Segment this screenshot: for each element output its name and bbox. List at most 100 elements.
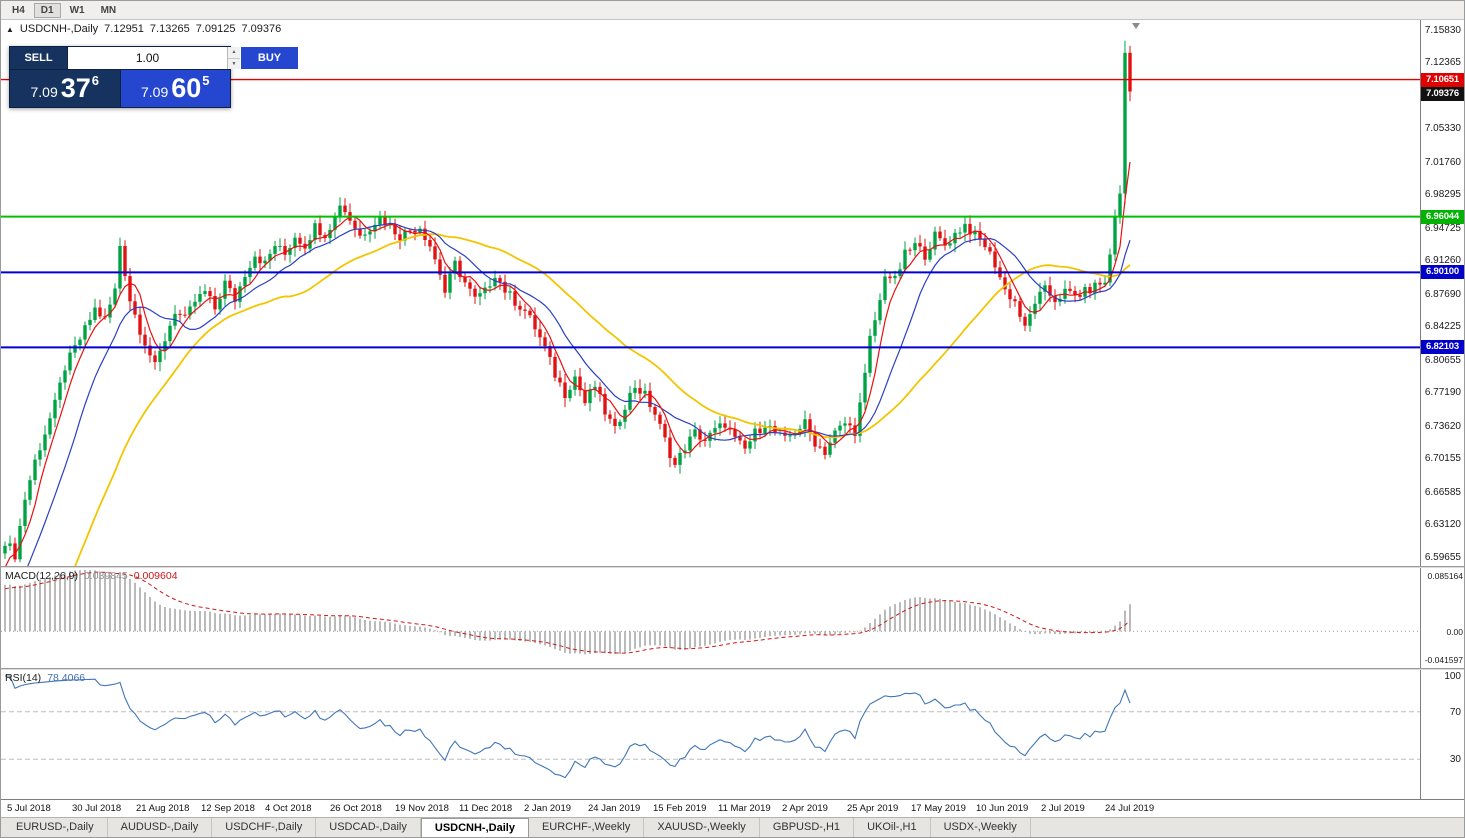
date-axis-label: 2 Jan 2019: [524, 803, 572, 814]
date-axis-label: 24 Jan 2019: [588, 803, 641, 814]
price-badge: 7.09376: [1421, 87, 1464, 101]
buy-button[interactable]: BUY: [241, 47, 298, 69]
rsi-value: 78.4066: [47, 672, 86, 684]
date-axis-label: 5 Jul 2018: [7, 803, 51, 814]
price-axis-label: 6.77190: [1424, 387, 1461, 398]
rsi-axis-label: 100: [1444, 671, 1461, 682]
macd-main-value: 0.039845: [83, 570, 128, 582]
macd-panel: MACD(12,26,9) 0.039845 0.009604: [1, 568, 1422, 668]
rsi-panel: RSI(14) 78.4066: [1, 670, 1422, 801]
macd-label: MACD(12,26,9) 0.039845 0.009604: [5, 570, 178, 582]
buy-price-button[interactable]: 7.09 60 5: [120, 70, 230, 107]
volume-control: ▲ ▼: [68, 47, 240, 69]
macd-axis-label: 0.085164: [1427, 571, 1463, 581]
date-axis-label: 25 Apr 2019: [847, 803, 899, 814]
timeframe-button-h4[interactable]: H4: [12, 4, 25, 16]
price-axis-label: 6.73620: [1424, 421, 1461, 432]
chart-tab-usdcad-daily[interactable]: USDCAD-,Daily: [316, 818, 421, 837]
chart-tab-gbpusd-h1[interactable]: GBPUSD-,H1: [760, 818, 855, 837]
sell-price-prefix: 7.09: [30, 84, 58, 100]
price-axis-label: 6.66585: [1424, 487, 1461, 498]
chart-tab-eurchf-weekly[interactable]: EURCHF-,Weekly: [529, 818, 645, 837]
date-axis-label: 12 Sep 2018: [201, 803, 255, 814]
date-axis-label: 2 Apr 2019: [782, 803, 828, 814]
buy-price-prefix: 7.09: [140, 84, 169, 100]
rsi-axis-label: 30: [1449, 754, 1461, 765]
macd-name: MACD(12,26,9): [5, 570, 78, 582]
chart-close-value: 7.09376: [241, 23, 282, 35]
price-badge: 6.82103: [1421, 340, 1464, 354]
chart-low-value: 7.09125: [195, 23, 236, 35]
chart-symbol-label: USDCNH-,Daily: [19, 23, 99, 35]
rsi-name: RSI(14): [5, 672, 42, 684]
macd-axis-label: -0.041597: [1424, 655, 1463, 665]
volume-input[interactable]: [68, 47, 227, 69]
date-axis-label: 19 Nov 2018: [395, 803, 449, 814]
volume-spinner: ▲ ▼: [227, 47, 240, 69]
price-badge: 6.90100: [1421, 265, 1464, 279]
collapse-arrow-icon[interactable]: ▲: [6, 24, 14, 34]
chart-tab-usdx-weekly[interactable]: USDX-,Weekly: [931, 818, 1031, 837]
chart-tab-bar: EURUSD-,Daily AUDUSD-,Daily USDCHF-,Daily U…: [1, 817, 1464, 837]
rsi-axis-label: 70: [1449, 707, 1461, 718]
price-axis-label: 7.12365: [1424, 57, 1461, 68]
main-price-panel: ▲ USDCNH-,Daily 7.12951 7.13265 7.09125 …: [1, 20, 1422, 566]
price-axis-label: 7.01760: [1424, 157, 1461, 168]
price-axis-label: 6.87690: [1424, 289, 1461, 300]
candlestick-chart[interactable]: [1, 20, 1422, 566]
macd-indicator-canvas[interactable]: [1, 568, 1422, 668]
price-axis-label: 7.15830: [1424, 25, 1461, 36]
rsi-indicator-canvas[interactable]: [1, 670, 1422, 801]
price-axis-label: 6.70155: [1424, 453, 1461, 464]
date-axis-label: 4 Oct 2018: [265, 803, 312, 814]
price-axis-label: 6.63120: [1424, 519, 1461, 530]
sell-button[interactable]: SELL: [10, 47, 67, 69]
chart-title: ▲ USDCNH-,Daily 7.12951 7.13265 7.09125 …: [6, 23, 281, 35]
chart-open-value: 7.12951: [104, 23, 144, 35]
date-axis-label: 24 Jul 2019: [1105, 803, 1155, 814]
date-axis-label: 2 Jul 2019: [1041, 803, 1085, 814]
price-axis-label: 6.59655: [1424, 552, 1461, 563]
date-axis-label: 11 Dec 2018: [459, 803, 513, 814]
date-axis-label: 11 Mar 2019: [718, 803, 771, 814]
date-axis-label: 21 Aug 2018: [136, 803, 190, 814]
timeframe-button-w1[interactable]: W1: [69, 4, 85, 16]
chart-high-value: 7.13265: [149, 23, 190, 35]
timeframe-button-d1[interactable]: D1: [33, 2, 61, 18]
chart-tab-usdchf-daily[interactable]: USDCHF-,Daily: [212, 818, 317, 837]
panel-splitter[interactable]: [1, 668, 1464, 670]
price-axis-label: 7.05330: [1424, 123, 1461, 134]
sell-price-button[interactable]: 7.09 37 6: [10, 70, 120, 107]
price-axis-label: 6.91260: [1424, 255, 1461, 266]
chart-region: ▲ USDCNH-,Daily 7.12951 7.13265 7.09125 …: [1, 20, 1464, 801]
date-axis-label: 30 Jul 2018: [72, 803, 122, 814]
panel-splitter[interactable]: [1, 566, 1464, 568]
chart-tab-usdcnh-daily[interactable]: USDCNH-,Daily: [420, 818, 529, 837]
chart-tab-audusd-daily[interactable]: AUDUSD-,Daily: [108, 818, 213, 837]
price-badge: 7.10651: [1421, 73, 1464, 87]
sell-price-pip: 6: [91, 73, 100, 88]
buy-price-digits: 60: [171, 73, 202, 103]
sell-price-digits: 37: [60, 73, 91, 103]
timeframe-toolbar: H4 D1 W1 MN: [1, 1, 1464, 20]
price-axis-label: 6.98295: [1424, 189, 1461, 200]
chart-tab-ukoil-h1[interactable]: UKOil-,H1: [854, 818, 931, 837]
timeframe-button-mn[interactable]: MN: [100, 4, 117, 16]
price-axis-label: 6.84225: [1424, 321, 1461, 332]
macd-axis-label: 0.00: [1446, 627, 1463, 637]
price-axis[interactable]: 7.15830 7.12365 7.05330 7.01760 6.98295 6.947…: [1420, 20, 1464, 801]
price-axis-label: 6.80655: [1424, 355, 1461, 366]
time-axis[interactable]: 5 Jul 2018 30 Jul 2018 21 Aug 2018 12 Sep 2…: [1, 799, 1464, 817]
chart-tab-xauusd-weekly[interactable]: XAUUSD-,Weekly: [644, 818, 760, 837]
one-click-trading-panel: SELL ▲ ▼ BUY 7.09 37 6: [9, 46, 298, 108]
buy-price-pip: 5: [202, 73, 210, 88]
macd-signal-value: 0.009604: [133, 570, 178, 582]
volume-decrease-button[interactable]: ▼: [231, 60, 237, 67]
price-axis-label: 6.94725: [1424, 223, 1461, 234]
date-axis-label: 10 Jun 2019: [976, 803, 1029, 814]
date-axis-label: 15 Feb 2019: [653, 803, 707, 814]
chart-tab-eurusd-daily[interactable]: EURUSD-,Daily: [3, 818, 108, 837]
rsi-label: RSI(14) 78.4066: [5, 672, 85, 684]
volume-increase-button[interactable]: ▲: [228, 47, 240, 59]
